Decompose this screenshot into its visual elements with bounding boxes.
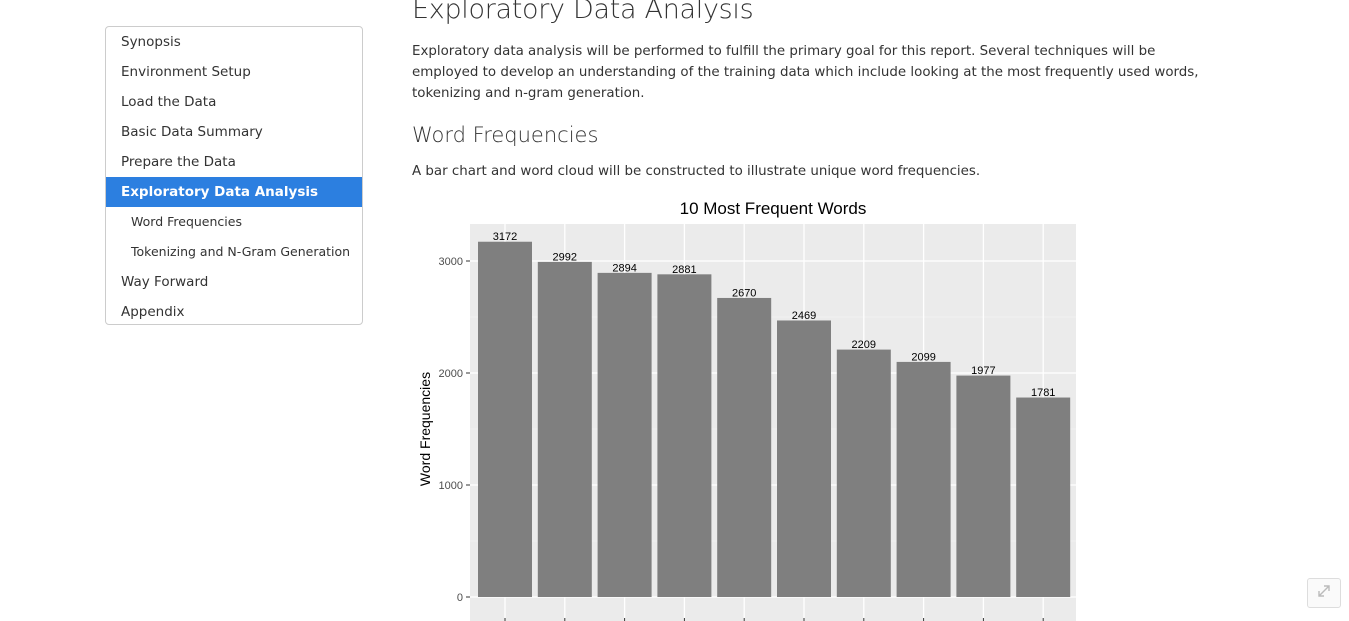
bar-chart: 0 1000 2000 3000 3172 2992 2894 2881 2670 2469 220… (417, 199, 1076, 621)
y-tick-label: 2000 (439, 368, 463, 380)
bar (896, 361, 951, 597)
bar (597, 272, 652, 597)
bar (836, 349, 891, 597)
section-title: Word Frequencies (412, 123, 599, 147)
bar-data-label: 1781 (1031, 387, 1055, 399)
bar (657, 274, 712, 597)
toc-item-word-frequencies[interactable]: Word Frequencies (131, 214, 242, 229)
toc-item-load-the-data[interactable]: Load the Data (121, 94, 217, 110)
toc-item-basic-data-summary[interactable]: Basic Data Summary (121, 124, 263, 140)
y-tick-label: 1000 (439, 480, 463, 492)
bar-data-label: 2209 (852, 339, 876, 351)
toc-item-environment-setup[interactable]: Environment Setup (121, 64, 251, 80)
bar (478, 241, 532, 597)
section-paragraph: A bar chart and word cloud will be const… (412, 164, 981, 179)
expand-button[interactable] (1307, 578, 1341, 608)
bar-data-label: 2670 (732, 287, 756, 299)
toc-item-exploratory-data-analysis[interactable]: Exploratory Data Analysis (106, 177, 362, 207)
bar-data-label: 3172 (493, 231, 517, 243)
bar (717, 297, 772, 597)
table-of-contents: Synopsis Environment Setup Load the Data Ba… (105, 26, 363, 325)
y-tick-label: 3000 (439, 256, 463, 268)
page-title: Exploratory Data Analysis (412, 0, 754, 25)
bar-data-label: 2894 (612, 262, 636, 274)
toc-item-synopsis[interactable]: Synopsis (121, 34, 181, 50)
bar (777, 320, 831, 597)
toc-item-appendix[interactable]: Appendix (121, 304, 185, 320)
bar (956, 375, 1011, 597)
expand-arrows-icon (1317, 584, 1331, 603)
toc-item-way-forward[interactable]: Way Forward (121, 274, 209, 290)
chart-title: 10 Most Frequent Words (680, 199, 867, 218)
bar-data-label: 2992 (553, 251, 577, 263)
bar-data-label: 2099 (911, 351, 935, 363)
bar (537, 261, 592, 597)
bar (1016, 397, 1071, 597)
bar-data-label: 2881 (672, 264, 696, 276)
toc-item-prepare-the-data[interactable]: Prepare the Data (121, 154, 236, 170)
y-tick-label: 0 (457, 592, 463, 604)
toc-item-tokenizing-and-n-gram-generation[interactable]: Tokenizing and N-Gram Generation (131, 244, 351, 259)
bar-data-label: 1977 (971, 365, 995, 377)
chart-ylabel: Word Frequencies (417, 372, 433, 486)
bar-data-label: 2469 (792, 310, 816, 322)
intro-paragraph: Exploratory data analysis will be perfor… (412, 44, 1199, 101)
